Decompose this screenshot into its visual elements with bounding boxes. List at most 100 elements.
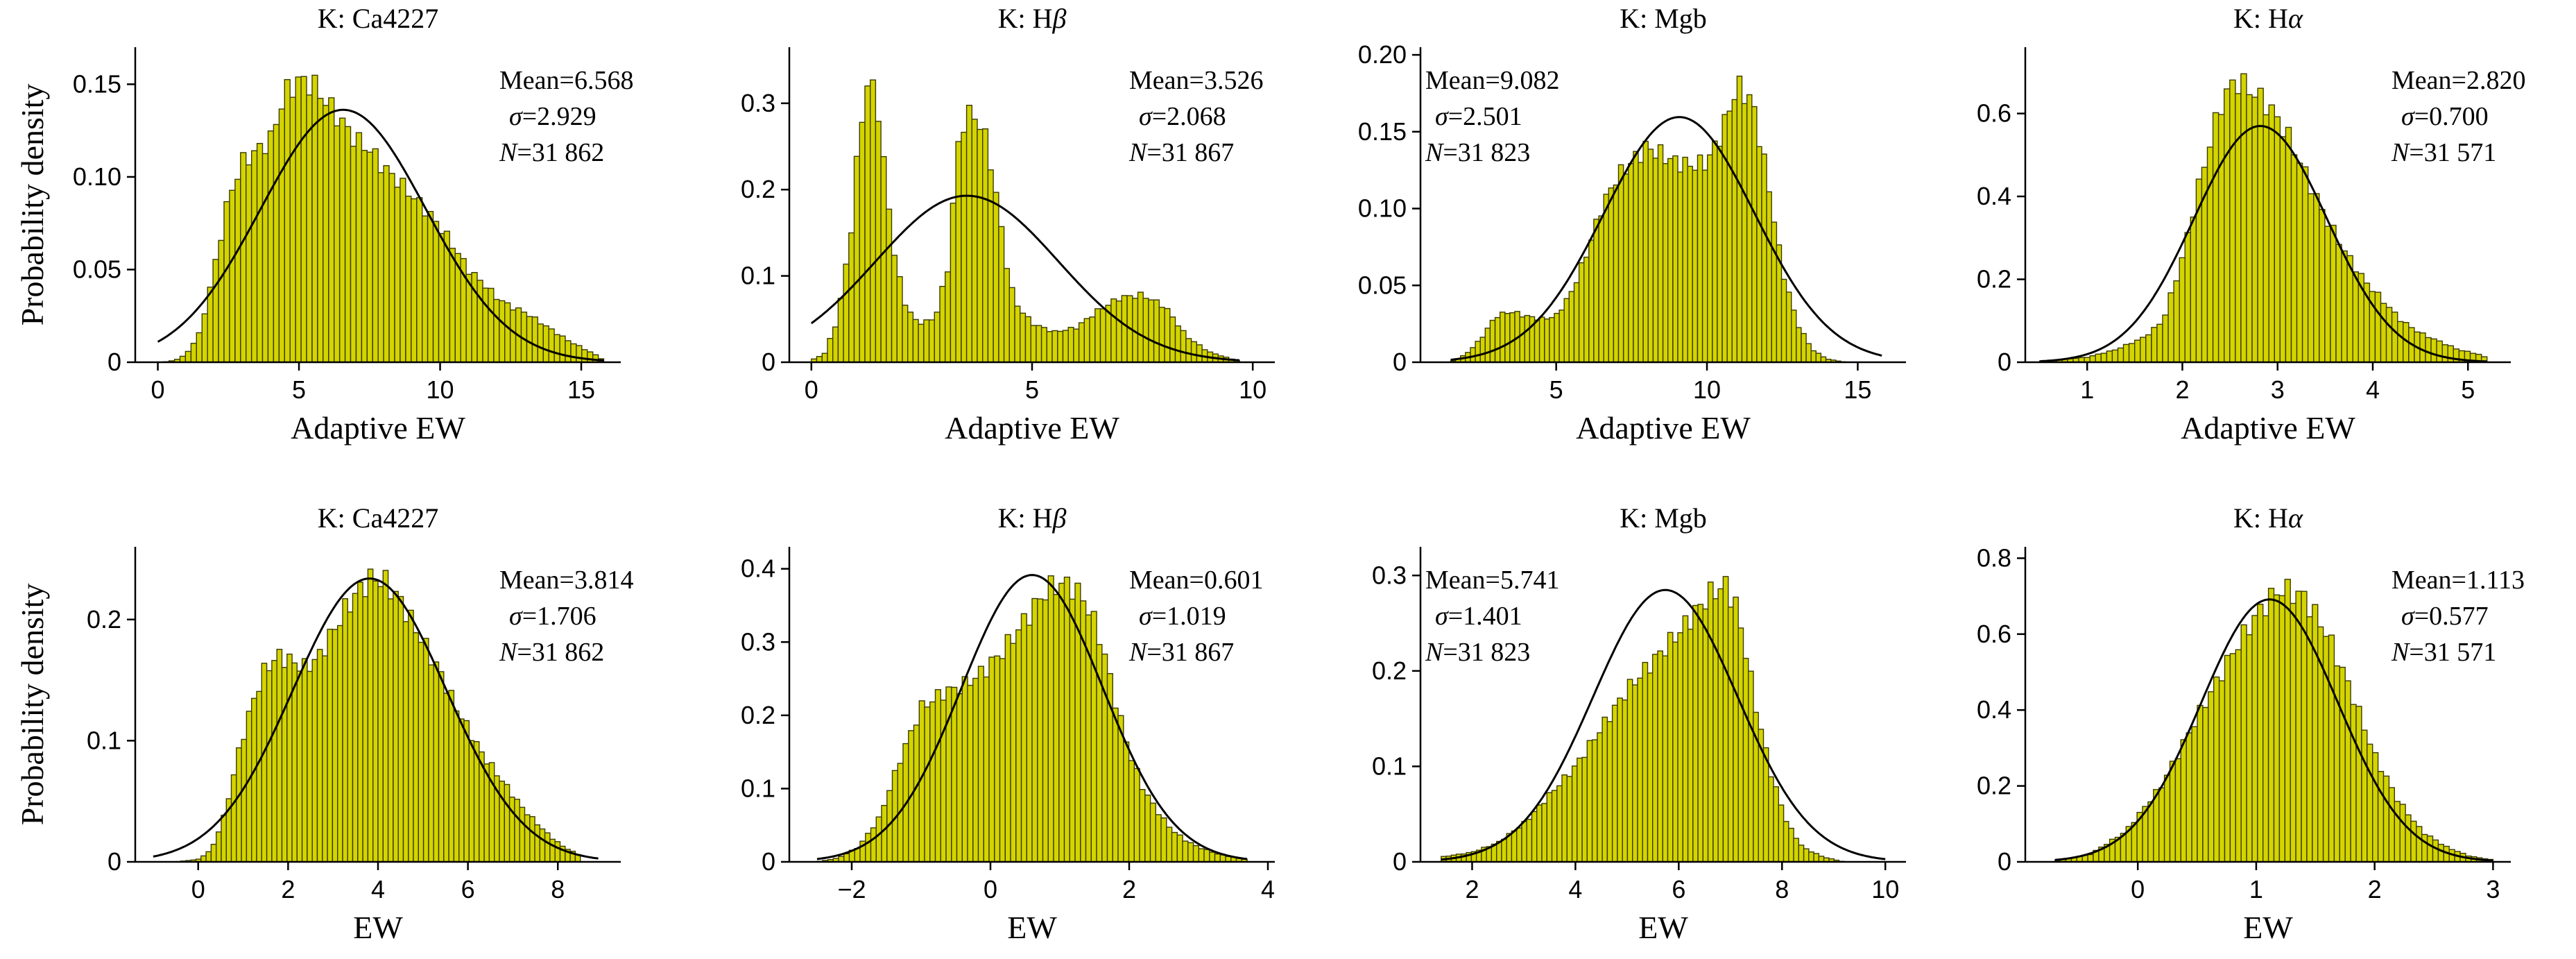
histogram-bar [1524,314,1531,363]
sigma-symbol: σ [509,102,523,131]
histogram-bar [1667,158,1674,363]
histogram-bar [179,355,187,363]
histogram-bar [468,740,475,863]
histogram-bar [832,326,839,363]
histogram-bar [1031,597,1038,863]
gaussian-fit-curve [2054,598,2493,862]
y-tick-label: 0.1 [741,774,775,802]
x-tick-label: 5 [2461,375,2475,404]
histogram-bar [1090,611,1097,863]
histogram-bar [843,853,850,863]
histogram-bar [317,97,324,363]
histogram-bar [1139,788,1146,863]
stat-sigma: σ=2.929 [509,102,596,131]
histogram-bar [463,720,470,863]
histogram-bar [1647,672,1654,863]
x-tick-label: 0 [191,875,205,903]
histogram-bar [1509,312,1515,363]
sigma-value: =0.700 [2414,102,2489,131]
histogram-bar [2223,88,2231,363]
histogram-bar [2367,743,2373,863]
histogram-bar [1591,739,1598,863]
stat-mean: Mean=6.568 [499,66,633,95]
histogram-bar [278,108,285,363]
x-tick-label: 6 [461,875,475,903]
histogram-bar [1534,319,1540,363]
histogram-bars [816,575,1248,863]
histogram-bar [1638,162,1644,363]
histogram-bar [1687,165,1693,363]
histogram-bar [266,670,273,863]
histogram-bars [1441,576,1845,863]
histogram-bar [2167,292,2174,363]
panel-title-symbol: β [1051,3,1066,34]
histogram-bar [1004,634,1011,863]
histogram-bar [2163,774,2171,863]
histogram-bar [372,580,379,863]
histogram-bar [1137,291,1144,363]
histogram-bar [1622,699,1629,863]
histogram-bar [1182,840,1189,863]
histogram-bars [2054,579,2494,863]
histogram-bar [1489,319,1496,363]
histogram-bar [422,215,429,363]
histogram-bar [1682,615,1689,863]
histogram-bar [332,629,338,863]
histogram-bar [2087,854,2094,863]
histogram-bar [2268,104,2275,363]
histogram-bar [1667,631,1674,863]
sigma-symbol: σ [1435,602,1449,631]
histogram-bar [1717,588,1724,863]
y-tick-label: 0 [762,847,775,876]
histogram-bar [1722,576,1729,863]
histogram-bar [1470,347,1476,363]
histogram-bar [2089,355,2096,363]
histogram-bar [537,323,544,363]
histogram-bar [316,649,323,863]
histogram-bar [526,316,533,363]
chart-panel-3: 0 0.05 0.10 0.15 0.20 5 10 15 Adaptive EW K: Mgb M… [1358,3,1906,445]
histogram-bar [2330,224,2337,363]
histogram-bar [2122,343,2130,363]
histogram-bar [2217,114,2225,363]
histogram-bar [955,141,962,363]
sigma-value: =2.501 [1448,102,1522,131]
histogram-bar [977,128,984,363]
histogram-bar [534,824,541,863]
histogram-bar [1063,577,1071,863]
chart-panel-8: 0 0.2 0.4 0.6 0.8 0 1 2 3 EW K: Hα Mean=1.113 σ=0.57… [1977,502,2525,945]
histogram-bar [350,145,357,363]
histogram-bar [388,173,395,363]
n-symbol: N [1128,638,1149,667]
histogram-bar [2235,93,2242,363]
histogram-bar [1692,169,1699,363]
histogram-bar [1712,598,1719,863]
histogram-bar [1024,316,1031,363]
histogram-bar [529,816,535,863]
histogram-bar [2212,112,2219,363]
histogram-bar [1790,309,1797,363]
y-tick-label: 0.3 [741,627,775,656]
histogram-bar [1793,838,1800,863]
panel-title-symbol: β [1051,502,1066,534]
histogram-bar [1733,596,1739,863]
histogram-bar [2425,337,2432,363]
histogram-bar [1808,851,1814,863]
histogram-bar [2202,706,2209,863]
histogram-bar [2224,654,2231,863]
histogram-bar [1651,654,1658,863]
histogram-bar [924,706,931,863]
histogram-bar [405,196,412,363]
histogram-bar [2257,604,2264,863]
histogram-bar [300,76,307,363]
histogram-bar [2307,193,2315,363]
histogram-bar [2352,271,2359,363]
histogram-bar [482,287,489,363]
histogram-bar [1578,262,1585,363]
stat-mean: Mean=0.601 [1129,566,1263,595]
histogram-bar [453,710,460,863]
n-symbol: N [499,138,519,167]
histogram-bar [1796,327,1802,363]
histogram-bar [311,74,318,363]
histogram-bar [1617,697,1623,863]
